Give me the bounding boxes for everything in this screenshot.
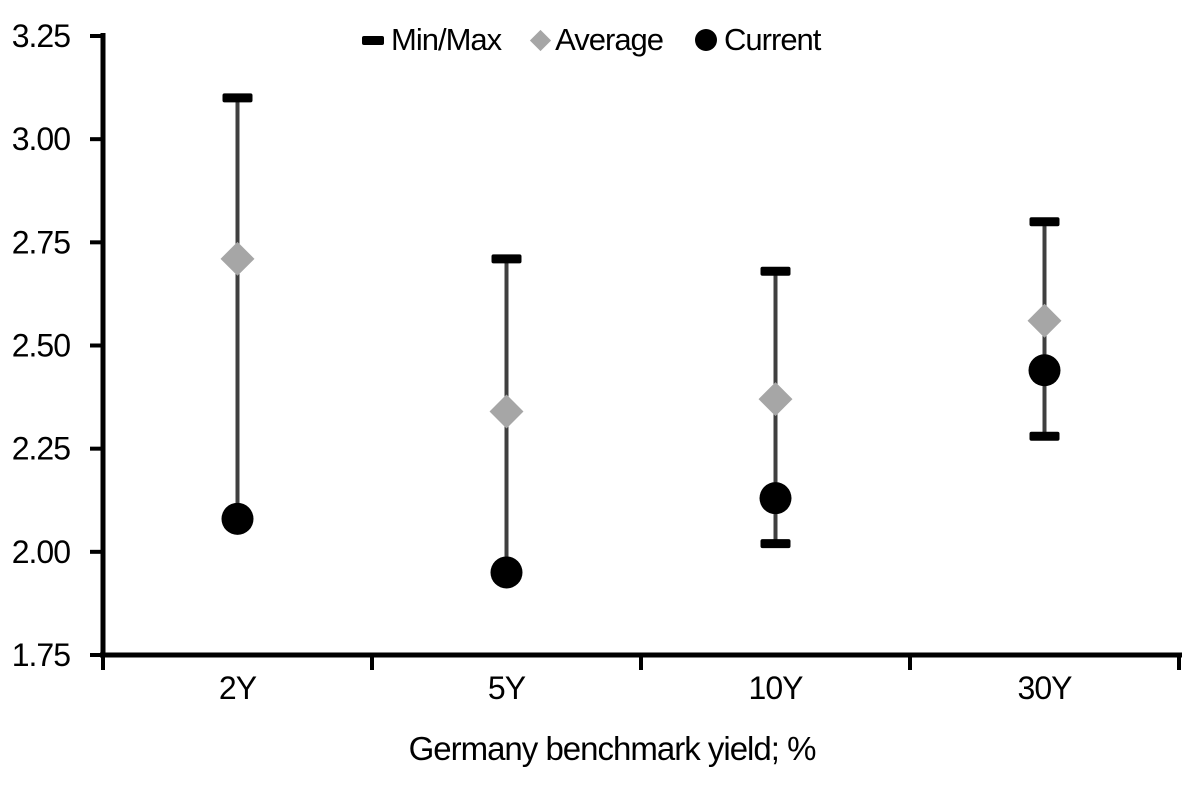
y-tick-label: 2.00	[12, 534, 70, 570]
current-marker	[1028, 354, 1061, 387]
max-cap	[222, 93, 253, 103]
legend-label: Average	[555, 22, 664, 57]
x-tick-label: 5Y	[488, 670, 526, 706]
max-cap	[760, 266, 791, 276]
x-tick-label: 30Y	[1018, 670, 1073, 706]
y-tick-label: 2.50	[12, 328, 70, 364]
legend-item-average: Average	[530, 22, 664, 58]
y-tick-label: 3.25	[12, 18, 70, 54]
current-marker	[221, 502, 254, 535]
y-tick-label: 2.75	[12, 224, 70, 260]
min-cap	[1029, 431, 1060, 441]
current-marker	[490, 556, 523, 589]
max-cap	[1029, 217, 1060, 227]
x-axis-title: Germany benchmark yield; %	[408, 730, 817, 767]
legend-label: Current	[724, 22, 821, 57]
legend-item-current: Current	[695, 22, 821, 58]
current-marker	[759, 482, 792, 515]
average-marker	[220, 241, 255, 276]
y-tick-label: 1.75	[12, 637, 70, 673]
circle-icon	[695, 29, 718, 51]
min-cap	[760, 539, 791, 549]
diamond-icon	[530, 29, 552, 51]
y-tick-label: 2.25	[12, 431, 70, 467]
y-tick-label: 3.00	[12, 121, 70, 157]
average-marker	[1027, 303, 1062, 338]
max-cap	[491, 254, 522, 264]
x-tick-label: 10Y	[749, 670, 804, 706]
dash-icon	[362, 35, 384, 45]
legend-label: Min/Max	[391, 22, 502, 57]
legend-item-min-max: Min/Max	[362, 22, 502, 58]
legend: Min/Max Average Current	[362, 22, 821, 58]
average-marker	[489, 394, 524, 429]
x-tick-label: 2Y	[219, 670, 257, 706]
average-marker	[758, 382, 793, 417]
